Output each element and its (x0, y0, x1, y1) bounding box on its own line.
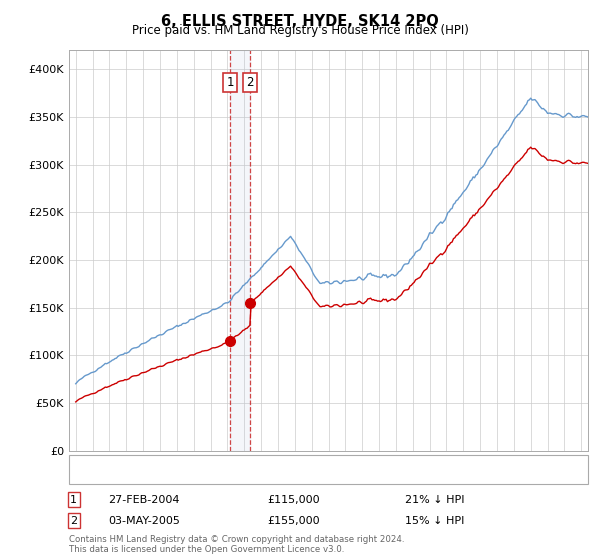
Text: 6, ELLIS STREET, HYDE, SK14 2PQ: 6, ELLIS STREET, HYDE, SK14 2PQ (161, 14, 439, 29)
Text: HPI: Average price, detached house, Tameside: HPI: Average price, detached house, Tame… (108, 472, 350, 482)
Text: 1: 1 (70, 494, 77, 505)
Text: 03-MAY-2005: 03-MAY-2005 (108, 516, 180, 526)
Text: Contains HM Land Registry data © Crown copyright and database right 2024.
This d: Contains HM Land Registry data © Crown c… (69, 535, 404, 554)
Bar (230, 50, 250, 451)
Text: —: — (80, 456, 95, 471)
Text: 27-FEB-2004: 27-FEB-2004 (108, 494, 179, 505)
Text: 15% ↓ HPI: 15% ↓ HPI (405, 516, 464, 526)
Text: 21% ↓ HPI: 21% ↓ HPI (405, 494, 464, 505)
Text: £115,000: £115,000 (267, 494, 320, 505)
Text: 1: 1 (226, 76, 233, 89)
Text: 2: 2 (70, 516, 77, 526)
Text: 2: 2 (246, 76, 254, 89)
Text: 6, ELLIS STREET, HYDE, SK14 2PQ (detached house): 6, ELLIS STREET, HYDE, SK14 2PQ (detache… (108, 459, 379, 468)
Text: £155,000: £155,000 (267, 516, 320, 526)
Text: —: — (80, 470, 95, 484)
Text: Price paid vs. HM Land Registry's House Price Index (HPI): Price paid vs. HM Land Registry's House … (131, 24, 469, 37)
